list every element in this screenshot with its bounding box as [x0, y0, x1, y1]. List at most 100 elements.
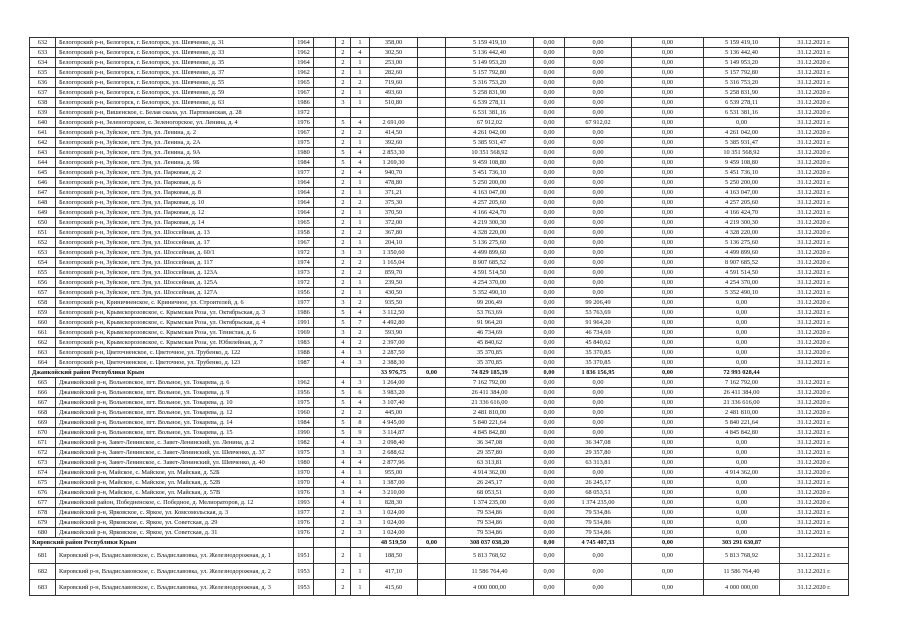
fund-amount-4: 5 385 931,47: [703, 137, 780, 148]
year-built: 1976: [293, 527, 314, 538]
floors: 2: [335, 287, 351, 298]
fund-amount-4: 0,00: [703, 497, 780, 508]
deadline-date: 31.12.2021 г.: [779, 447, 849, 458]
blank-cell: [417, 107, 446, 118]
fund-amount-1: 0,00: [533, 377, 565, 388]
table-row: 653 Белогорский р-н, Зуйское, пгт. Зуя, у…: [29, 247, 849, 258]
fund-amount-4: 4 328 220,00: [703, 227, 780, 238]
table-row: 661 Белогорский р-н, Крымскорозовское, с.…: [29, 327, 849, 338]
area: 478,80: [369, 177, 418, 188]
floors: 2: [335, 167, 351, 178]
entrances: 8: [350, 417, 370, 428]
area: 417,10: [369, 563, 418, 580]
table-row: 665 Джанкойский р-н, Вольновское, пгт. Во…: [29, 377, 849, 388]
fund-amount-2: 0,00: [564, 187, 632, 198]
address: Джанкойский р-н, Вольновское, пгт. Вольн…: [55, 377, 294, 388]
deadline-date: 31.12.2020 г.: [779, 167, 849, 178]
area: 2 287,50: [369, 347, 418, 358]
fund-amount-4: 5 136 275,60: [703, 237, 780, 248]
blank-cell: [417, 37, 446, 48]
row-number: 633: [29, 47, 56, 58]
blank-cell: [417, 387, 446, 398]
row-number: 655: [29, 267, 56, 278]
fund-total-4: 303 291 630,87: [703, 537, 780, 548]
entrances: 2: [350, 297, 370, 308]
row-number: 647: [29, 187, 56, 198]
row-number: 682: [29, 563, 56, 580]
entrances: 9: [350, 427, 370, 438]
deadline-date: 31.12.2020 г.: [779, 337, 849, 348]
deadline-date: 31.12.2020 г.: [779, 297, 849, 308]
blank-cell: [313, 497, 336, 508]
blank-cell: [417, 207, 446, 218]
area: 1 024,00: [369, 517, 418, 528]
row-number: 634: [29, 57, 56, 68]
address: Белогорский р-н, Белогорск, г. Белогорск…: [55, 87, 294, 98]
floors: 2: [335, 217, 351, 228]
fund-amount-4: 4 166 424,70: [703, 207, 780, 218]
blank-cell: [417, 457, 446, 468]
blank-cell: [313, 457, 336, 468]
deadline-date: 31.12.2021 г.: [779, 517, 849, 528]
table-row: 633 Белогорский р-н, Белогорск, г. Белого…: [29, 47, 849, 58]
blank-cell: [313, 77, 336, 88]
total-cost: 11 586 764,40: [445, 563, 534, 580]
year-built: 1964: [293, 207, 314, 218]
area: 493,60: [369, 87, 418, 98]
year-built: 1967: [293, 237, 314, 248]
fund-amount-2: 0,00: [564, 87, 632, 98]
fund-amount-3: 0,00: [631, 477, 704, 488]
fund-amount-4: 4 261 042,00: [703, 127, 780, 138]
district-subtotal-row: Джанкойский район Республики Крым 33 976,…: [29, 367, 849, 378]
total-cost: 29 357,80: [445, 447, 534, 458]
entrances: 3: [350, 357, 370, 368]
fund-amount-3: 0,00: [631, 377, 704, 388]
deadline-date: 31.12.2020 г.: [779, 467, 849, 478]
area: 1 350,60: [369, 247, 418, 258]
blank-cell: [417, 307, 446, 318]
blank-cell: [313, 547, 336, 564]
address: Джанкойский р-н, Майское, с. Майское, ул…: [55, 487, 294, 498]
year-built: 1976: [293, 117, 314, 128]
floors: 3: [335, 97, 351, 108]
fund-amount-4: 4 257 205,60: [703, 197, 780, 208]
table-row: 641 Белогорский р-н, Зуйское, пгт. Зуя, у…: [29, 127, 849, 138]
deadline-date: 31.12.2020 г.: [779, 327, 849, 338]
blank-cell: [417, 47, 446, 58]
entrances: 4: [350, 457, 370, 468]
row-number: 641: [29, 127, 56, 138]
blank-cell: [417, 417, 446, 428]
area: 1 269,30: [369, 157, 418, 168]
fund-amount-4: 8 907 685,52: [703, 257, 780, 268]
fund-amount-3: 0,00: [631, 457, 704, 468]
area: 430,50: [369, 287, 418, 298]
fund-amount-3: 0,00: [631, 547, 704, 564]
table-row: 644 Белогорский р-н, Зуйское, пгт. Зуя, у…: [29, 157, 849, 168]
year-built: 1974: [293, 257, 314, 268]
row-number: 680: [29, 527, 56, 538]
address: Кировский р-н, Владиславовское, с. Влади…: [55, 579, 294, 596]
entrances: 1: [350, 177, 370, 188]
address: Белогорский р-н, Белогорск, г. Белогорск…: [55, 77, 294, 88]
deadline-date: 31.12.2021 г.: [779, 197, 849, 208]
cost-total: 74 829 185,39: [445, 367, 534, 378]
fund-amount-3: 0,00: [631, 427, 704, 438]
entrances: 2: [350, 327, 370, 338]
table-row: 681 Кировский р-н, Владиславовское, с. Вл…: [29, 547, 849, 564]
entrances: 3: [350, 437, 370, 448]
blank-cell: [313, 427, 336, 438]
address: Белогорский р-н, Белогорск, г. Белогорск…: [55, 97, 294, 108]
fund-amount-4: 6 539 278,11: [703, 97, 780, 108]
floors: 5: [335, 317, 351, 328]
fund-amount-2: 46 734,69: [564, 327, 632, 338]
entrances: 4: [350, 157, 370, 168]
blank-cell: [313, 377, 336, 388]
deadline-date: 31.12.2021 г.: [779, 137, 849, 148]
total-cost: 5 250 200,00: [445, 177, 534, 188]
fund-amount-3: 0,00: [631, 227, 704, 238]
fund-amount-3: 0,00: [631, 77, 704, 88]
blank-cell: [417, 337, 446, 348]
blank-cell: [417, 197, 446, 208]
fund-amount-3: 0,00: [631, 563, 704, 580]
area: [369, 107, 418, 118]
